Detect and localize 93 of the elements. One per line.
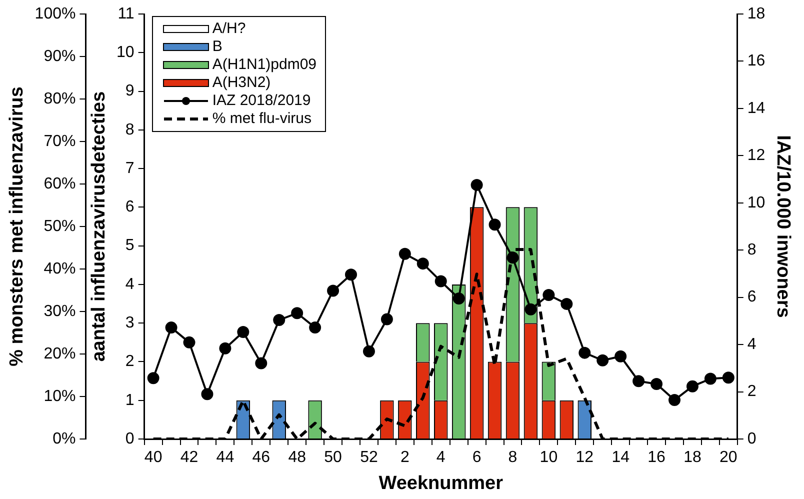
y2-tick-label: 16 <box>747 52 766 70</box>
point <box>147 372 160 384</box>
x-tick-label: 2 <box>400 449 410 466</box>
point <box>165 322 178 334</box>
x-tick-label: 40 <box>144 449 162 466</box>
y-tick-label: 11 <box>118 5 134 22</box>
y-axis-title: aantal influenzavirusdetecties <box>88 91 110 362</box>
point <box>362 345 375 358</box>
point <box>650 378 663 390</box>
x-tick-label: 48 <box>288 449 306 466</box>
point <box>470 178 483 191</box>
y-tick-label: 4 <box>125 276 134 293</box>
y3-tick-label: 40% <box>44 260 76 278</box>
y3-tick-label: 50% <box>44 218 76 235</box>
y3-tick-label: 30% <box>44 302 76 320</box>
point <box>416 258 429 270</box>
x-tick-label: 44 <box>216 449 234 466</box>
y3-tick-label: 70% <box>44 132 76 150</box>
y2-tick-label: 14 <box>747 100 766 117</box>
point <box>183 336 196 348</box>
y3-tick-label: 0% <box>52 430 76 448</box>
x-tick-label: 6 <box>472 449 482 466</box>
point <box>596 354 609 366</box>
point <box>704 372 716 385</box>
y3-tick-label: 10% <box>44 388 76 405</box>
point <box>506 252 519 264</box>
x-tick-label: 50 <box>324 449 342 466</box>
legend-label: A(H3N2) <box>212 74 271 92</box>
y-tick-label: 3 <box>125 314 134 332</box>
y2-tick-label: 4 <box>747 336 756 353</box>
y3-tick-label: 100% <box>34 5 76 22</box>
y2-axis-title: IAZ/10.000 inwoners <box>772 135 794 318</box>
legend-label: A/H? <box>212 20 246 38</box>
point <box>542 288 555 301</box>
point <box>201 388 214 400</box>
point <box>434 275 447 288</box>
point <box>524 303 537 316</box>
y-tick-label: 10 <box>116 44 134 62</box>
y3-axis-title: % monsters met influenzavirus <box>6 86 28 366</box>
point <box>578 346 591 359</box>
y-tick-label: 6 <box>125 198 134 216</box>
point <box>722 372 734 384</box>
y2-tick-label: 0 <box>747 430 756 448</box>
x-tick-label: 18 <box>684 449 702 466</box>
y3-tick-label: 80% <box>44 90 76 108</box>
x-tick-label: 14 <box>612 449 630 466</box>
x-tick-label: 8 <box>508 449 518 466</box>
legend-label: % met flu-virus <box>212 110 312 128</box>
point <box>309 322 322 334</box>
y2-tick-label: 10 <box>747 194 766 212</box>
y-tick-label: 9 <box>125 82 134 100</box>
point <box>686 380 698 392</box>
point <box>219 342 232 354</box>
point <box>560 298 573 310</box>
y-tick-label: 2 <box>125 353 134 370</box>
point <box>255 357 268 370</box>
legend-label: IAZ 2018/2019 <box>212 92 311 110</box>
point <box>237 326 250 338</box>
point <box>668 394 680 406</box>
point <box>345 268 357 281</box>
y-tick-label: 1 <box>125 392 134 409</box>
x-tick-label: 10 <box>540 449 558 466</box>
y2-tick-label: 8 <box>747 242 756 259</box>
point <box>398 248 411 260</box>
x-tick-label: 42 <box>180 449 198 466</box>
x-tick-label: 46 <box>252 449 270 466</box>
point <box>632 375 645 388</box>
x-tick-label: 20 <box>720 449 738 466</box>
point <box>327 284 340 297</box>
y3-tick-label: 20% <box>44 345 76 362</box>
x-tick-label: 52 <box>360 449 378 466</box>
legend-label: B <box>212 38 222 56</box>
y3-tick-label: 60% <box>44 175 76 192</box>
x-tick-label: 4 <box>436 449 446 466</box>
y-tick-label: 0 <box>125 430 134 448</box>
x-tick-label: 12 <box>576 449 594 466</box>
y2-tick-label: 18 <box>747 5 766 22</box>
y2-tick-label: 2 <box>747 383 756 400</box>
point <box>273 314 286 326</box>
y3-tick-label: 90% <box>44 48 76 65</box>
y-tick-label: 5 <box>125 237 134 254</box>
y-tick-label: 8 <box>125 121 134 138</box>
x-tick-label: 16 <box>648 449 666 466</box>
y2-tick-label: 6 <box>747 288 756 306</box>
point <box>488 218 501 231</box>
y-tick-label: 7 <box>125 160 134 177</box>
x-axis-title: Weeknummer <box>378 472 504 494</box>
point <box>380 313 393 326</box>
point <box>291 307 304 320</box>
y2-tick-label: 12 <box>747 147 766 164</box>
point <box>614 350 627 362</box>
point <box>452 292 465 305</box>
legend-label: A(H1N1)pdm09 <box>212 56 317 74</box>
